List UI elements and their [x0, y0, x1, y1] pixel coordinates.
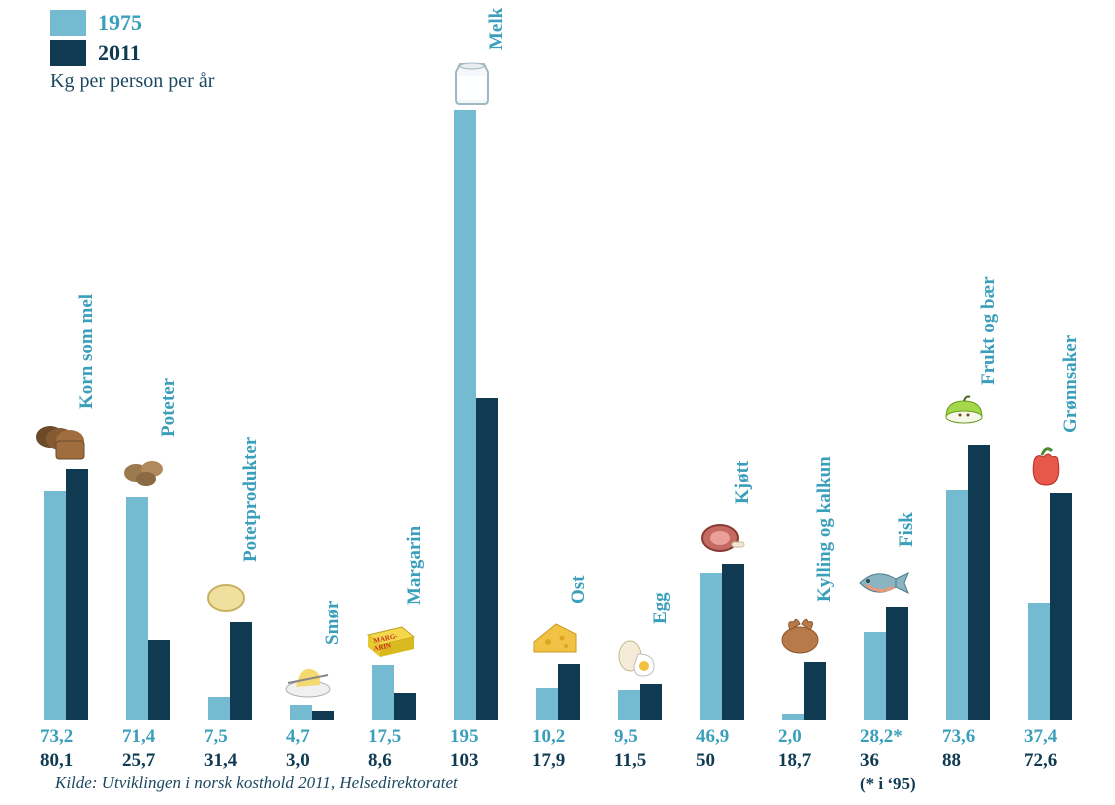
value-2011: 103	[450, 749, 530, 773]
value-labels: 17,58,6	[368, 725, 448, 773]
bar-2011	[558, 664, 580, 720]
category-label: Potetprodukter	[240, 437, 262, 562]
value-labels: 73,688	[942, 725, 1022, 773]
value-2011: 11,5	[614, 749, 694, 773]
value-labels: 10,217,9	[532, 725, 612, 773]
value-labels: 7,531,4	[204, 725, 284, 773]
value-labels: 4,73,0	[286, 725, 366, 773]
bar-2011	[886, 607, 908, 720]
value-1975: 195	[450, 725, 530, 749]
value-labels: 28,2*36(* i ‘95)	[860, 725, 940, 794]
fish-icon	[852, 555, 912, 603]
value-labels: 71,425,7	[122, 725, 202, 773]
value-1975: 17,5	[368, 725, 448, 749]
bar-chart: Korn som mel Poteter PotetprodukterSmør …	[30, 0, 1100, 720]
bar-1975	[454, 110, 476, 720]
value-labels: 46,950	[696, 725, 776, 773]
bar-2011	[148, 640, 170, 720]
bar-1975	[290, 705, 312, 720]
category-label: Smør	[322, 601, 344, 645]
value-1975: 28,2*	[860, 725, 940, 749]
value-2011: 8,6	[368, 749, 448, 773]
value-1975: 37,4	[1024, 725, 1104, 749]
category-label: Korn som mel	[76, 294, 98, 409]
value-labels: 37,472,6	[1024, 725, 1104, 773]
value-2011: 88	[942, 749, 1022, 773]
bar-1975	[372, 665, 394, 720]
value-1975: 71,4	[122, 725, 202, 749]
bar-2011	[394, 693, 416, 720]
margarine-icon: MARG- ARIN	[360, 613, 420, 661]
bar-1975	[864, 632, 886, 720]
value-2011: 3,0	[286, 749, 366, 773]
value-1975: 4,7	[286, 725, 366, 749]
egg-icon	[606, 632, 666, 680]
category-label: Poteter	[158, 378, 180, 437]
bar-2011	[476, 398, 498, 720]
bread-icon	[32, 417, 92, 465]
pepper-icon	[1016, 441, 1076, 489]
value-1975: 73,6	[942, 725, 1022, 749]
value-1975: 9,5	[614, 725, 694, 749]
value-2011: 36	[860, 749, 940, 773]
value-1975: 10,2	[532, 725, 612, 749]
value-2011: 31,4	[204, 749, 284, 773]
value-2011: 18,7	[778, 749, 858, 773]
category-label: Fisk	[896, 513, 918, 548]
bar-1975	[700, 573, 722, 720]
value-2011: 50	[696, 749, 776, 773]
bar-1975	[618, 690, 640, 720]
value-labels: 73,280,1	[40, 725, 120, 773]
value-1975: 7,5	[204, 725, 284, 749]
value-2011: 72,6	[1024, 749, 1104, 773]
category-label: Ost	[568, 576, 590, 605]
bar-1975	[782, 714, 804, 720]
bar-2011	[230, 622, 252, 720]
value-labels: 2,018,7	[778, 725, 858, 773]
value-1975: 73,2	[40, 725, 120, 749]
butter-icon	[278, 653, 338, 701]
apple-icon	[934, 393, 994, 441]
bar-2011	[804, 662, 826, 720]
category-label: Melk	[486, 8, 508, 50]
potatoes-icon	[114, 445, 174, 493]
bar-1975	[208, 697, 230, 720]
value-1975: 2,0	[778, 725, 858, 749]
value-footnote: (* i ‘95)	[860, 773, 940, 794]
category-label: Kylling og kalkun	[814, 456, 836, 602]
bar-1975	[126, 497, 148, 720]
potato-product-icon	[196, 570, 256, 618]
source-line: Kilde: Utviklingen i norsk kosthold 2011…	[55, 773, 458, 793]
category-label: Kjøtt	[732, 460, 754, 503]
bar-2011	[968, 445, 990, 720]
bar-1975	[536, 688, 558, 720]
bar-2011	[1050, 493, 1072, 720]
category-label: Frukt og bær	[978, 276, 1000, 385]
value-2011: 25,7	[122, 749, 202, 773]
category-label: Margarin	[404, 526, 426, 605]
milk-icon	[442, 58, 502, 106]
meat-icon	[688, 512, 748, 560]
value-labels: 195103	[450, 725, 530, 773]
bar-2011	[66, 469, 88, 720]
bar-2011	[722, 564, 744, 720]
value-2011: 17,9	[532, 749, 612, 773]
value-2011: 80,1	[40, 749, 120, 773]
cheese-icon	[524, 612, 584, 660]
value-labels: 9,511,5	[614, 725, 694, 773]
bar-2011	[640, 684, 662, 720]
category-label: Grønnsaker	[1060, 335, 1082, 433]
value-1975: 46,9	[696, 725, 776, 749]
bar-1975	[1028, 603, 1050, 720]
bar-1975	[44, 491, 66, 720]
bar-2011	[312, 711, 334, 720]
category-label: Egg	[650, 592, 672, 624]
chicken-icon	[770, 610, 830, 658]
bar-1975	[946, 490, 968, 720]
